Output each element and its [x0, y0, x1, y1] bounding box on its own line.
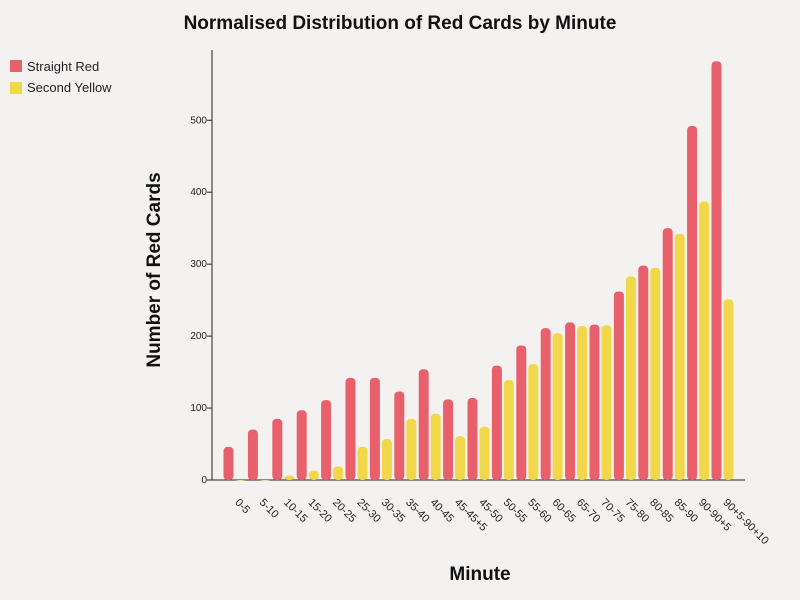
y-tick-label: 300 [190, 259, 207, 270]
bar-second-yellow-90-90+5 [699, 201, 710, 480]
y-tick-label: 200 [190, 331, 207, 342]
bar-second-yellow-60-65 [552, 333, 563, 480]
bar-straight-red-60-65 [540, 328, 551, 480]
bar-second-yellow-70-75 [601, 325, 612, 480]
x-axis-title: Minute [449, 564, 510, 585]
bar-straight-red-85-90 [662, 228, 673, 480]
y-tick-label: 400 [190, 187, 207, 198]
x-tick-label: 40-45 [428, 497, 456, 525]
bar-second-yellow-55-60 [528, 364, 539, 480]
bar-second-yellow-15-20 [308, 470, 319, 480]
legend-label-straight-red: Straight Red [27, 59, 99, 74]
bar-straight-red-10-15 [272, 418, 283, 480]
y-tick-labels: 0 100 200 300 400 500 [190, 115, 212, 486]
x-tick-label: 75-80 [623, 497, 651, 525]
bar-straight-red-15-20 [296, 410, 307, 480]
legend-swatch-second-yellow [10, 82, 22, 94]
bar-straight-red-35-40 [394, 391, 405, 480]
y-axis-title: Number of Red Cards [144, 172, 165, 367]
bar-second-yellow-10-15 [284, 475, 295, 480]
x-tick-label: 5-10 [257, 497, 281, 521]
bar-second-yellow-40-45 [430, 413, 441, 480]
bar-second-yellow-35-40 [406, 418, 417, 480]
bar-straight-red-50-55 [491, 365, 502, 480]
bar-straight-red-5-10 [247, 429, 258, 480]
x-tick-label: 55-60 [525, 497, 553, 525]
legend: Straight Red Second Yellow [10, 59, 112, 95]
chart-title: Normalised Distribution of Red Cards by … [184, 13, 617, 34]
x-tick-label: 0-5 [232, 497, 252, 517]
bar-straight-red-70-75 [589, 324, 600, 480]
bar-second-yellow-0-5 [235, 480, 246, 481]
bar-second-yellow-45-45+5 [455, 436, 466, 480]
bar-straight-red-30-35 [369, 377, 380, 480]
x-tick-label: 80-85 [647, 497, 675, 525]
bar-straight-red-90-90+5 [687, 126, 698, 481]
bar-straight-red-20-25 [321, 400, 332, 480]
bar-straight-red-25-30 [345, 377, 356, 480]
bar-straight-red-90+5-90+10 [711, 61, 722, 480]
bar-second-yellow-65-70 [577, 326, 588, 480]
bar-second-yellow-50-55 [503, 379, 514, 480]
bar-straight-red-55-60 [516, 345, 527, 480]
bar-second-yellow-5-10 [259, 480, 270, 481]
x-tick-label: 20-25 [330, 497, 358, 525]
bar-straight-red-75-80 [613, 291, 624, 480]
y-tick-label: 100 [190, 403, 207, 414]
bar-straight-red-45-45+5 [443, 399, 454, 480]
bar-second-yellow-25-30 [357, 446, 368, 480]
bar-second-yellow-45-50 [479, 426, 490, 480]
x-tick-labels: 0-5 5-10 10-1515-2020-2525-3030-3535-4040-… [232, 497, 770, 547]
x-tick-label: 30-35 [379, 497, 407, 525]
bar-second-yellow-85-90 [674, 233, 685, 480]
bars [223, 61, 734, 481]
bar-straight-red-45-50 [467, 397, 478, 480]
x-tick-label: 50-55 [501, 497, 529, 525]
x-tick-label: 70-75 [598, 497, 626, 525]
x-tick-label: 65-70 [574, 497, 602, 525]
bar-second-yellow-90+5-90+10 [723, 299, 734, 480]
bar-straight-red-80-85 [638, 265, 649, 480]
x-tick-label: 10-15 [281, 497, 309, 525]
y-tick-label: 0 [201, 475, 207, 486]
bar-second-yellow-75-80 [625, 276, 636, 480]
legend-label-second-yellow: Second Yellow [27, 80, 112, 95]
x-tick-label: 35-40 [403, 497, 431, 525]
x-tick-label: 25-30 [354, 497, 382, 525]
bar-straight-red-40-45 [418, 369, 429, 480]
x-tick-label: 60-65 [550, 497, 578, 525]
x-tick-label: 85-90 [672, 497, 700, 525]
bar-straight-red-65-70 [565, 322, 576, 480]
bar-straight-red-0-5 [223, 446, 234, 480]
bar-second-yellow-80-85 [650, 267, 661, 480]
x-tick-label: 15-20 [306, 497, 334, 525]
bar-second-yellow-20-25 [333, 466, 344, 480]
legend-swatch-straight-red [10, 60, 22, 72]
y-tick-label: 500 [190, 115, 207, 126]
bar-second-yellow-30-35 [381, 438, 392, 480]
